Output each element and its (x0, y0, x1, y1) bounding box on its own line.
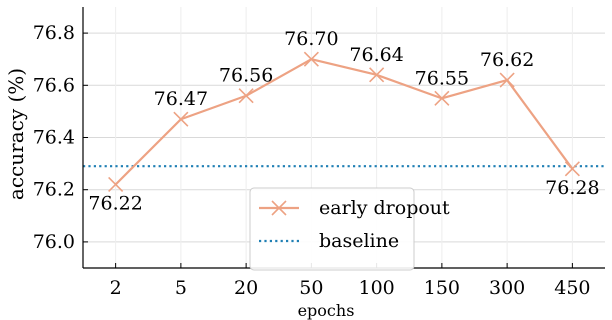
data-point-150 (434, 90, 450, 106)
data-point-20 (238, 88, 254, 104)
data-label-100: 76.64 (349, 44, 403, 66)
data-point-2 (108, 176, 124, 193)
x-axis-title: epochs (298, 301, 355, 320)
data-point-5-stroke-b (173, 111, 189, 127)
legend-x-mark-stroke-b (271, 200, 287, 216)
data-point-300 (499, 72, 515, 88)
legend-x-mark (271, 200, 287, 216)
x-tick-label-300: 300 (489, 277, 525, 299)
data-label-450: 76.28 (545, 177, 599, 199)
data-labels: 76.22 76.47 76.56 76.70 76.64 76.55 76.62 76.28 (88, 28, 599, 214)
y-axis-title: accuracy (%) (4, 68, 28, 200)
data-point-2-stroke-b (108, 176, 124, 193)
data-point-300-stroke-b (499, 72, 515, 88)
series-line (114, 58, 574, 186)
legend-label-early-dropout: early dropout (319, 197, 450, 219)
y-tick-label-76.6: 76.6 (33, 74, 75, 96)
x-tick-label-20: 20 (234, 277, 258, 299)
data-point-450-stroke-b (564, 161, 580, 177)
data-label-2: 76.22 (88, 192, 142, 214)
y-tick-label-76.8: 76.8 (33, 22, 75, 44)
data-point-20-stroke-b (238, 88, 254, 104)
data-point-50 (303, 51, 319, 67)
data-label-300: 76.62 (480, 49, 534, 71)
data-point-100 (369, 67, 385, 83)
data-point-5 (173, 111, 189, 127)
x-tick-label-450: 450 (554, 277, 590, 299)
data-point-150-stroke-b (434, 90, 450, 106)
data-label-20: 76.56 (219, 65, 273, 87)
legend-marker-early-dropout (271, 200, 287, 216)
x-tick-label-2: 2 (110, 277, 122, 299)
legend: early dropout baseline (249, 187, 450, 271)
x-tick-label-5: 5 (175, 277, 187, 299)
x-tick-label-150: 150 (424, 277, 460, 299)
data-label-150: 76.55 (415, 67, 469, 89)
data-label-50: 76.70 (284, 28, 338, 50)
early-dropout-series (108, 51, 580, 193)
data-point-100-stroke-b (369, 67, 385, 83)
grid (83, 7, 605, 268)
y-tick-label-76.2: 76.2 (33, 179, 75, 201)
x-tick-label-50: 50 (299, 277, 323, 299)
legend-label-baseline: baseline (319, 230, 399, 252)
data-point-450 (564, 161, 580, 177)
ticks: 76.0 76.2 76.4 76.6 76.8 2 5 20 50 100 150 300 450 (33, 22, 591, 299)
y-tick-label-76.4: 76.4 (33, 127, 75, 149)
x-tick-label-100: 100 (358, 277, 394, 299)
data-label-5: 76.47 (154, 88, 208, 110)
y-tick-label-76.0: 76.0 (33, 231, 75, 253)
data-point-50-stroke-b (303, 51, 319, 67)
